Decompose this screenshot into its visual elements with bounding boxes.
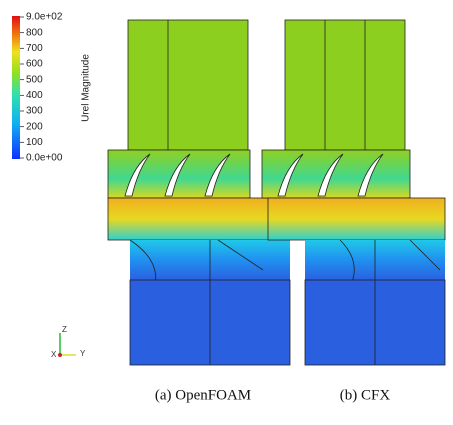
colorbar-tick-label: 800 xyxy=(26,27,43,38)
colorbar-tick-label: 0.0e+00 xyxy=(26,153,63,164)
colorbar-title: Urel Magnitude xyxy=(81,54,92,122)
axis-y: Y xyxy=(80,349,86,358)
axis-triad: Z X Y xyxy=(51,325,86,359)
colorbar-tick-label: 9.0e+02 xyxy=(26,12,63,23)
colorbar-tick-label: 400 xyxy=(26,90,43,101)
colorbar-tick-label: 300 xyxy=(26,106,43,117)
figure: 9.0e+02 800 700 600 500 400 300 200 100 0.0e+00 U… xyxy=(0,0,453,420)
axis-z: Z xyxy=(62,325,67,334)
colorbar-tick-label: 700 xyxy=(26,43,43,54)
colorbar-tick-label: 600 xyxy=(26,59,43,70)
caption: (a) OpenFOAM xyxy=(155,387,251,403)
caption: (b) CFX xyxy=(340,387,391,403)
colorbar-tick-label: 500 xyxy=(26,74,43,85)
colorbar xyxy=(12,16,20,159)
colorbar-tick-label: 200 xyxy=(26,121,43,132)
colorbar-tick-label: 100 xyxy=(26,137,43,148)
axis-x: X xyxy=(51,350,57,359)
